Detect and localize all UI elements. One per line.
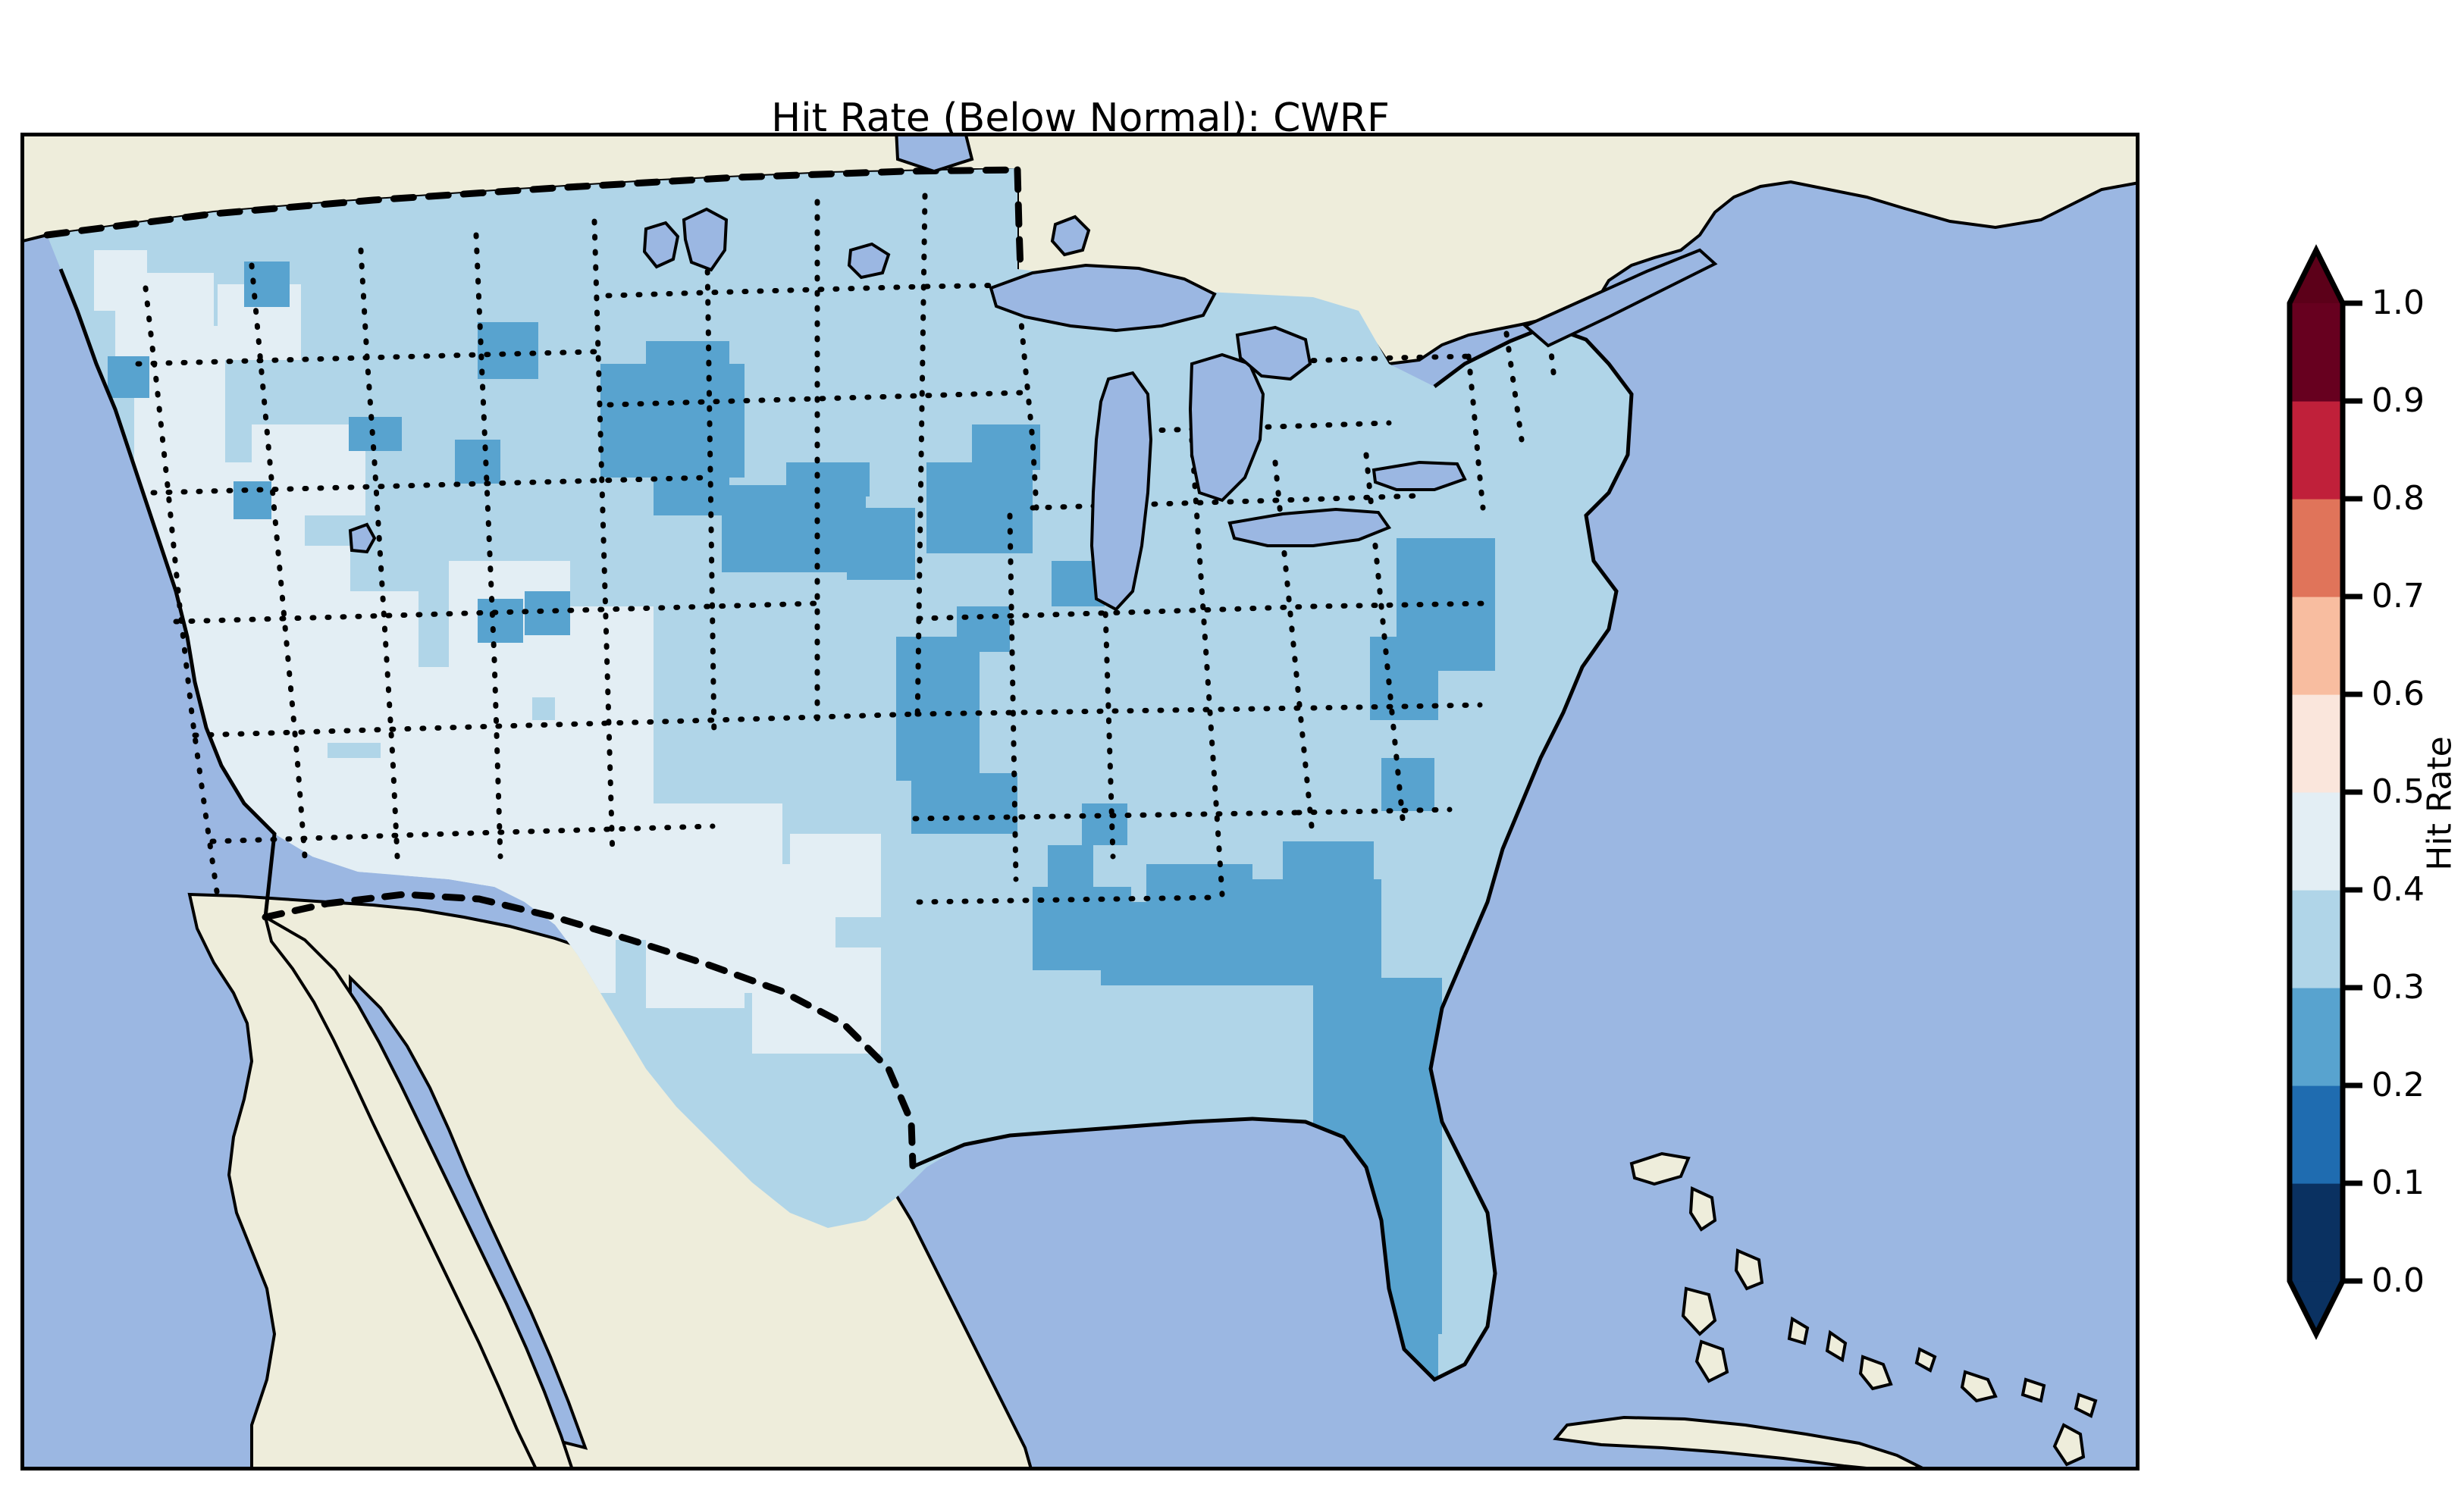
colorbar-band (2290, 1183, 2343, 1282)
colorbar-extend-under (2290, 1281, 2343, 1334)
colorbar-band (2290, 694, 2343, 793)
lake-michigan (1089, 371, 1153, 612)
colorbar-tick-label: 0.2 (2372, 1066, 2425, 1104)
colorbar-extend-over (2290, 250, 2343, 303)
colorbar-tick-label: 0.5 (2372, 772, 2425, 811)
colorbar-axis-label: Hit Rate (2420, 736, 2459, 871)
colorbar-tick-label: 0.4 (2372, 870, 2425, 909)
colorbar-band (2290, 890, 2343, 988)
colorbar-band (2290, 303, 2343, 402)
georgian-bay (1235, 325, 1312, 381)
bahamas-islands (1629, 1151, 2098, 1467)
cuba-landmass (1553, 1415, 1923, 1467)
colorbar-bands (2290, 250, 2343, 1334)
colorbar-tick-label: 0.8 (2372, 479, 2425, 518)
colorbar[interactable]: 0.0 0.1 0.2 0.3 0.4 0.5 0.6 0.7 0.8 0.9 1.0 Hit Ra… (2267, 227, 2464, 1380)
colorbar-tick-label: 0.0 (2372, 1261, 2425, 1300)
lake-manitoba (642, 221, 680, 269)
colorbar-band (2290, 401, 2343, 500)
colorbar-tick-label: 0.6 (2372, 675, 2425, 713)
lake-superior (989, 263, 1217, 333)
colorbar-band (2290, 597, 2343, 695)
great-salt-lake (348, 522, 377, 554)
colorbar-band (2290, 792, 2343, 891)
hudson-bay-inlet (895, 136, 974, 174)
map-svg (24, 136, 2136, 1467)
lake-of-the-woods (847, 242, 891, 280)
colorbar-tick-label: 1.0 (2372, 283, 2425, 322)
lake-nipigon (1050, 215, 1091, 257)
maritime-features (895, 136, 1718, 348)
lake-ontario (1372, 460, 1467, 491)
colorbar-tick-label: 0.7 (2372, 577, 2425, 615)
lake-huron (1188, 352, 1265, 503)
colorbar-ticks (2343, 300, 2362, 1284)
colorbar-tick-label: 0.1 (2372, 1164, 2425, 1202)
map-panel[interactable] (20, 133, 2140, 1471)
colorbar-band (2290, 988, 2343, 1086)
colorbar-band (2290, 1085, 2343, 1184)
lake-winnipeg (682, 207, 729, 272)
gulf-coast (911, 954, 1497, 1383)
map-canvas (24, 136, 2136, 1467)
baja-peninsula (262, 913, 573, 1467)
lake-erie (1227, 507, 1392, 547)
colorbar-band (2290, 499, 2343, 597)
colorbar-svg (2287, 244, 2362, 1340)
state-borders (43, 166, 1557, 1170)
great-lakes (348, 207, 1467, 612)
st-lawrence (1522, 248, 1718, 348)
colorbar-tick-label: 0.3 (2372, 968, 2425, 1007)
colorbar-tick-label: 0.9 (2372, 381, 2425, 420)
